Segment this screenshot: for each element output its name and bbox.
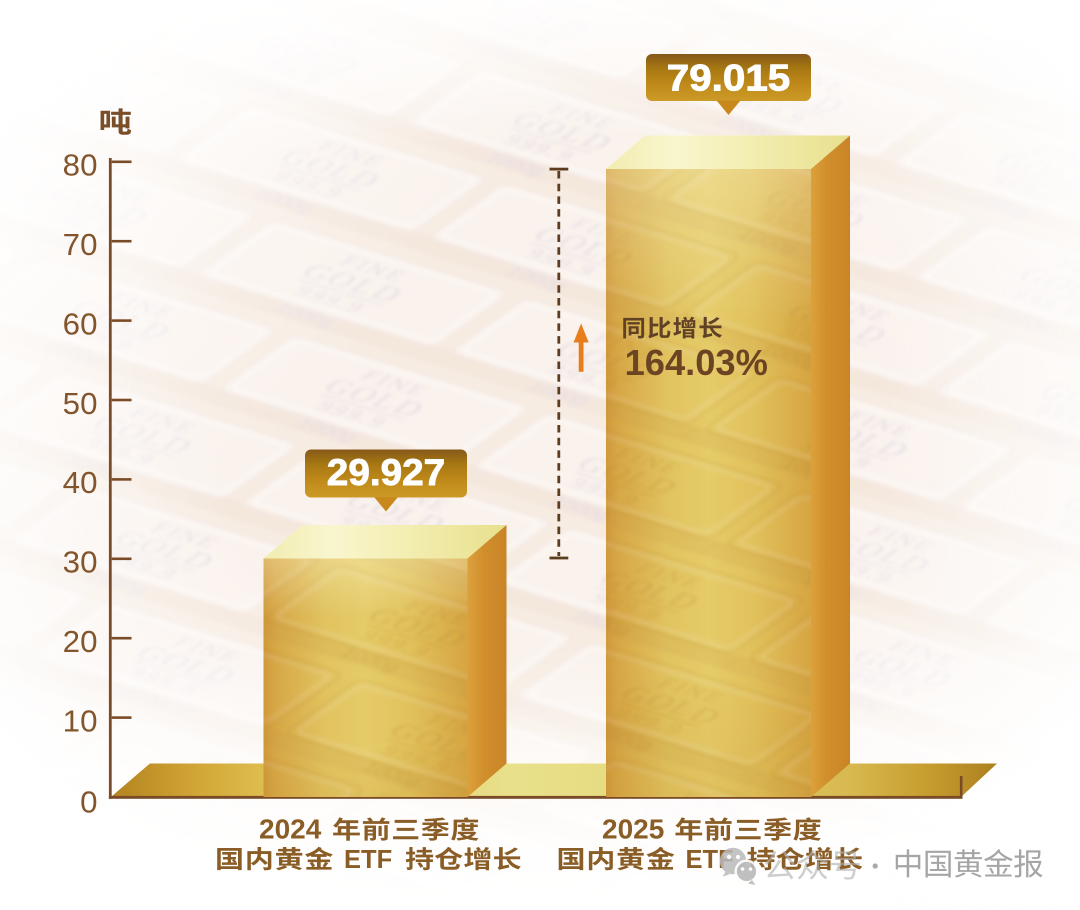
svg-text:10: 10 <box>63 703 98 738</box>
svg-text:0: 0 <box>80 785 97 820</box>
svg-text:79.015: 79.015 <box>667 57 790 99</box>
svg-text:2025: 2025 <box>602 814 664 845</box>
svg-text:60: 60 <box>63 306 98 341</box>
svg-text:40: 40 <box>63 465 98 500</box>
svg-text:30: 30 <box>63 545 98 580</box>
svg-text:50: 50 <box>63 386 98 421</box>
svg-text:164.03%: 164.03% <box>625 342 768 383</box>
svg-text:29.927: 29.927 <box>327 451 445 493</box>
svg-text:80: 80 <box>63 148 98 183</box>
svg-text:ETF: ETF <box>344 846 392 874</box>
svg-text:70: 70 <box>63 227 98 262</box>
svg-text:2024: 2024 <box>259 814 322 845</box>
svg-text:20: 20 <box>63 624 98 659</box>
